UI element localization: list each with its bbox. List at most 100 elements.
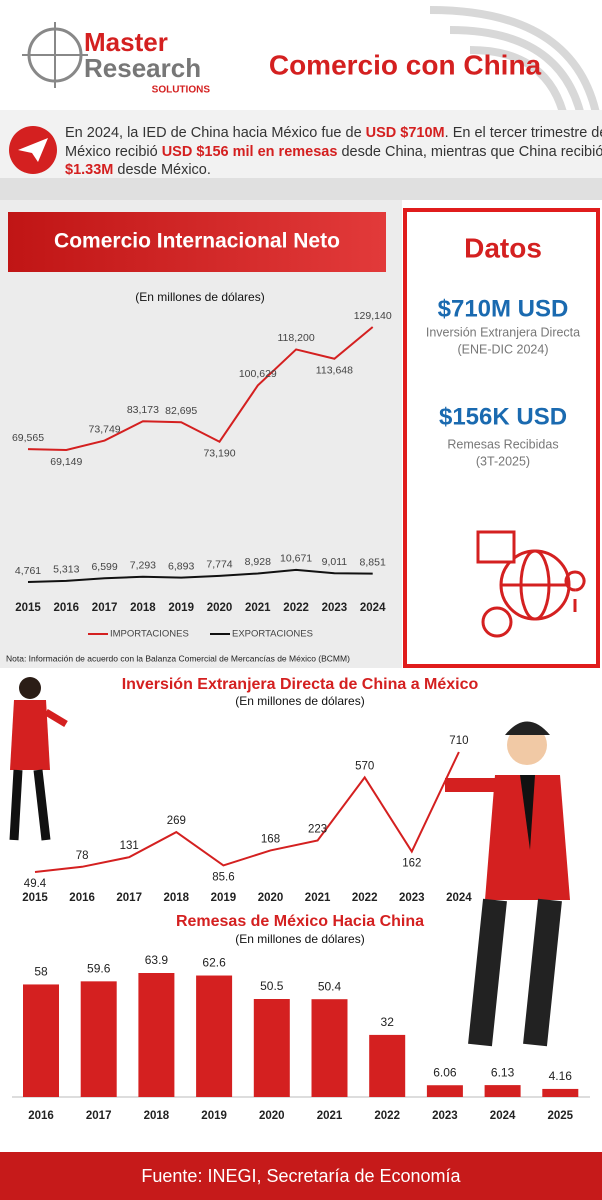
footer-bg [0,1152,602,1200]
intro-segment: $1.33M [65,162,113,178]
chart-title-box [8,212,386,272]
x-tick-label: 2024 [490,1110,516,1122]
data-label: 50.5 [260,979,284,993]
data-label: 113,648 [316,365,353,377]
x-tick-label: 2020 [259,1110,285,1122]
man-illustration [445,721,570,1047]
x-tick-label: 2022 [374,1110,400,1122]
x-tick-label: 2017 [116,892,142,904]
x-tick-label: 2024 [446,892,472,904]
bar [311,999,348,1097]
data-label: 6.13 [491,1065,515,1079]
legend-label: IMPORTACIONES [110,629,189,640]
x-tick-label: 2018 [130,602,156,614]
chart-subtitle: (En millones de dólares) [135,290,264,304]
chart-title: Comercio Internacional Neto [54,230,340,253]
data-label: 168 [261,833,280,845]
x-tick-label: 2022 [352,892,378,904]
x-tick-label: 2019 [168,602,194,614]
intro-segment: . En el tercer trimestre de 2025, [445,125,602,141]
chart-note: Nota: Información de acuerdo con la Bala… [6,653,350,663]
data-label: 69,149 [50,456,82,468]
x-tick-label: 2015 [22,892,48,904]
data-label: 50.4 [318,979,342,993]
plane-icon [9,126,57,174]
x-tick-label: 2016 [28,1110,54,1122]
chart-title: Remesas de México Hacia China [176,913,424,930]
x-tick-label: 2017 [86,1110,112,1122]
data-label: 223 [308,823,327,835]
datos-period: (ENE-DIC 2024) [458,342,549,356]
x-tick-label: 2021 [245,602,271,614]
bar [484,1085,521,1097]
data-label: 7,293 [130,560,156,572]
data-label: 49.4 [24,878,47,890]
x-tick-label: 2018 [144,1110,170,1122]
data-label: 162 [402,858,421,870]
data-label: 63.9 [145,953,169,967]
footer: Fuente: INEGI, Secretaría de Economía [141,1166,461,1186]
data-line [34,751,460,873]
bar [138,973,175,1097]
data-label: 8,928 [245,556,271,568]
intro-segment: USD $156 mil en remesas [162,144,338,160]
chart-panel [0,200,402,668]
data-label: 269 [167,815,186,827]
intro-segment: En 2024, la IED de China hacia México fu… [65,125,366,141]
data-label: 6,599 [91,561,117,573]
data-label: 59.6 [87,962,111,976]
data-label: 78 [76,850,89,862]
data-label: 82,695 [165,405,197,417]
bar [23,984,59,1097]
band [0,178,602,200]
x-tick-label: 2019 [211,892,237,904]
data-label: 6,893 [168,560,194,572]
bar [542,1088,579,1097]
x-tick-label: 2021 [317,1110,343,1122]
logo: Master Research SOLUTIONS [22,22,210,96]
datos-title: Datos [464,232,542,263]
data-label: 4.16 [549,1069,573,1083]
data-label: 129,140 [354,310,392,322]
data-label: 570 [355,760,374,772]
datos-label: Remesas Recibidas [447,437,558,451]
data-label: 7,774 [206,559,232,571]
data-line [27,568,373,583]
data-label: 73,190 [203,447,235,459]
woman-illustration [9,677,68,841]
bar [426,1085,463,1097]
x-tick-label: 2021 [305,892,331,904]
chart-subtitle: (En millones de dólares) [235,694,364,708]
x-tick-label: 2023 [322,602,348,614]
data-label: 85.6 [212,871,234,883]
intro-text: En 2024, la IED de China hacia México fu… [65,125,602,178]
data-label: 83,173 [127,404,159,416]
intro-bg [0,110,602,178]
bar [253,999,290,1097]
x-tick-label: 2017 [92,602,118,614]
data-label: 10,671 [280,553,312,565]
data-label: 9,011 [322,556,348,568]
intro-segment: desde México. [113,162,211,178]
brand2: Research [84,53,201,83]
x-tick-label: 2020 [258,892,284,904]
data-line [27,326,374,451]
x-tick-label: 2019 [201,1110,227,1122]
bar [80,981,117,1097]
chart-subtitle: (En millones de dólares) [235,932,364,946]
datos-label: Inversión Extranjera Directa [426,325,580,339]
intro-segment: USD $710M [366,125,445,141]
data-label: 58 [34,965,48,979]
chart-title: Inversión Extranjera Directa de China a … [122,676,479,693]
bar [369,1034,406,1097]
x-tick-label: 2023 [399,892,425,904]
x-tick-label: 2016 [54,602,80,614]
x-tick-label: 2023 [432,1110,458,1122]
datos-period: (3T-2025) [476,454,530,468]
x-tick-label: 2018 [164,892,190,904]
data-label: 710 [449,735,468,747]
x-tick-label: 2022 [283,602,309,614]
x-tick-label: 2020 [207,602,233,614]
